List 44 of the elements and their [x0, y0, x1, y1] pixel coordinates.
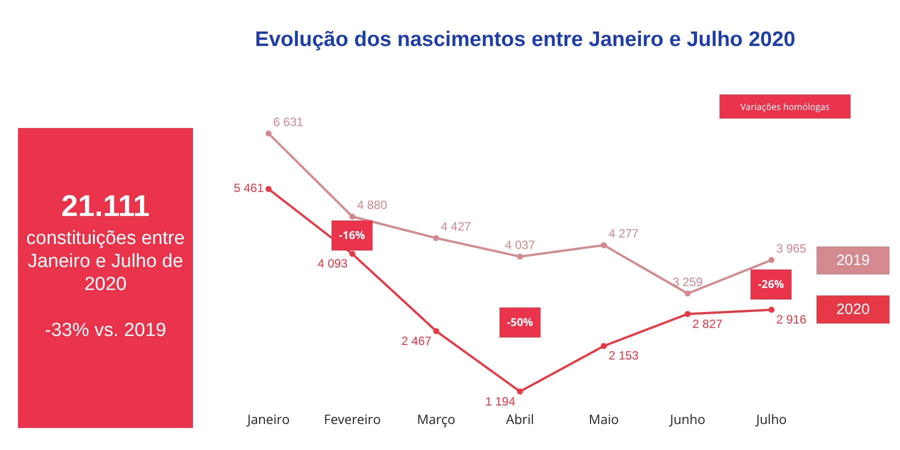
point: [349, 250, 356, 257]
text: constituições entre Janeiro e Julho de 2020: [26, 228, 185, 296]
point: [768, 257, 774, 264]
data-label: 2 467: [401, 334, 432, 348]
data-label: 3 965: [776, 241, 807, 256]
data-label: 5 461: [234, 181, 264, 196]
point: [266, 186, 272, 192]
annotation: -50%: [507, 315, 534, 330]
point: [433, 328, 440, 334]
data-label: 6 631: [273, 114, 304, 129]
text: 21.111: [60, 190, 151, 224]
point: [517, 388, 523, 394]
data-label: 4 880: [357, 198, 388, 212]
chart-title: Evolução dos nascimentos entre Janeiro e Julho 2020: [254, 28, 796, 52]
data-label: 4 037: [504, 238, 536, 252]
data-label: 2 153: [608, 348, 639, 363]
x-tick-label: Julho: [754, 410, 787, 428]
text: 2019: [836, 252, 870, 269]
point: [684, 290, 691, 297]
x-tick-label: Maio: [588, 410, 619, 428]
data-label: 4 093: [318, 256, 348, 271]
x-tick-label: Janeiro: [245, 410, 290, 428]
data-label: 4 427: [440, 219, 472, 234]
text: -33% vs. 2019: [44, 320, 168, 342]
annotation: -16%: [339, 228, 366, 243]
data-label: 4 277: [608, 226, 639, 240]
point: [600, 342, 607, 349]
point: [600, 242, 607, 248]
x-tick-label: Junho: [668, 410, 706, 428]
point: [768, 306, 774, 313]
data-label: 1 194: [485, 394, 516, 408]
data-label: 2 916: [776, 312, 807, 327]
point: [349, 214, 356, 220]
point: [433, 235, 440, 242]
point: [266, 130, 272, 136]
x-tick-label: Abril: [506, 410, 534, 428]
text: Variações homólogas: [740, 100, 830, 113]
point: [684, 311, 691, 318]
point: [517, 254, 523, 260]
annotation: -26%: [758, 277, 784, 292]
data-label: 2 827: [692, 316, 723, 331]
x-tick-label: Fevereiro: [324, 410, 381, 428]
text: 2020: [836, 301, 870, 318]
x-tick-label: Março: [417, 410, 456, 428]
